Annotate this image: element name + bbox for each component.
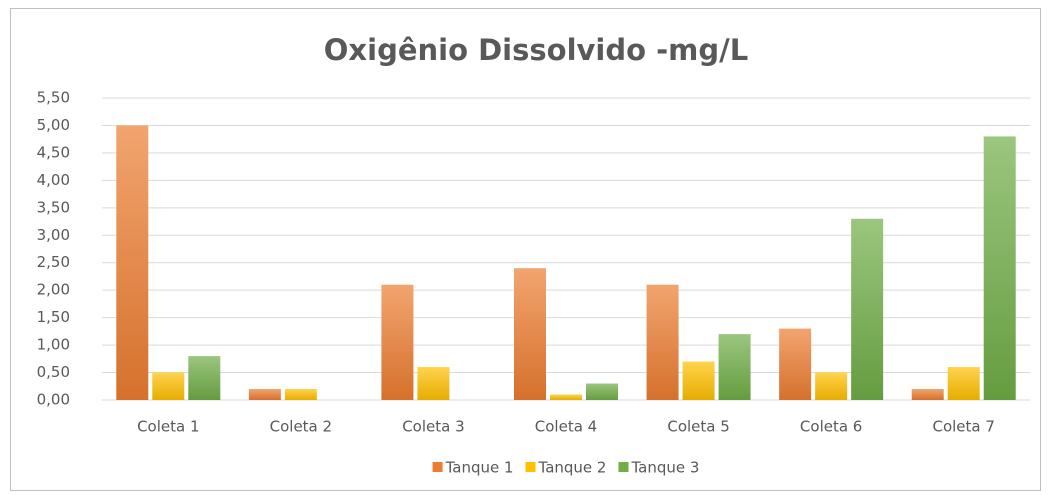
x-tick-label: Coleta 4: [535, 418, 597, 436]
bar: [682, 361, 715, 400]
legend-item: Tanque 2: [525, 459, 607, 477]
y-tick-label: 1,50: [37, 308, 70, 326]
legend-swatch: [618, 462, 629, 472]
chart-title: Oxigênio Dissolvido -mg/L: [324, 33, 748, 67]
bar: [116, 125, 149, 401]
bar: [152, 372, 185, 400]
y-tick-label: 4,00: [37, 171, 70, 189]
y-tick-label: 0,50: [37, 363, 70, 381]
legend-item: Tanque 1: [432, 459, 514, 477]
legend-label: Tanque 3: [630, 459, 699, 477]
bar: [911, 389, 944, 400]
y-tick-label: 4,50: [37, 143, 70, 161]
bar: [586, 383, 618, 400]
bar: [550, 394, 582, 400]
y-tick-label: 3,00: [37, 226, 70, 244]
bar: [851, 218, 884, 400]
bar: [646, 284, 679, 400]
y-tick-label: 3,50: [37, 198, 70, 216]
x-tick-label: Coleta 6: [800, 418, 862, 436]
legend-item: Tanque 3: [618, 459, 699, 477]
bar: [248, 389, 281, 400]
legend-label: Tanque 1: [445, 459, 514, 477]
x-tick-label: Coleta 7: [932, 418, 994, 436]
bar: [983, 136, 1016, 400]
bar: [514, 268, 546, 400]
legend: Tanque 1 Tanque 2 Tanque 3: [432, 459, 699, 477]
bar: [779, 328, 812, 400]
x-tick-label: Coleta 2: [270, 418, 332, 436]
y-tick-label: 0,00: [37, 391, 70, 409]
bar: [815, 372, 848, 400]
legend-swatch: [432, 462, 443, 472]
x-tick-label: Coleta 3: [402, 418, 464, 436]
bar: [947, 367, 980, 400]
bar: [188, 356, 221, 400]
bar: [718, 334, 751, 400]
y-tick-label: 5,00: [37, 116, 70, 134]
x-tick-label: Coleta 5: [667, 418, 729, 436]
y-tick-label: 5,50: [37, 89, 70, 107]
x-tick-label: Coleta 1: [137, 418, 199, 436]
y-tick-label: 2,50: [37, 253, 70, 271]
bar: [417, 367, 450, 400]
legend-label: Tanque 2: [538, 459, 607, 477]
y-tick-label: 1,00: [37, 336, 70, 354]
y-tick-label: 2,00: [37, 281, 70, 299]
bar: [381, 284, 414, 400]
bar: [284, 389, 317, 400]
legend-swatch: [525, 462, 536, 472]
